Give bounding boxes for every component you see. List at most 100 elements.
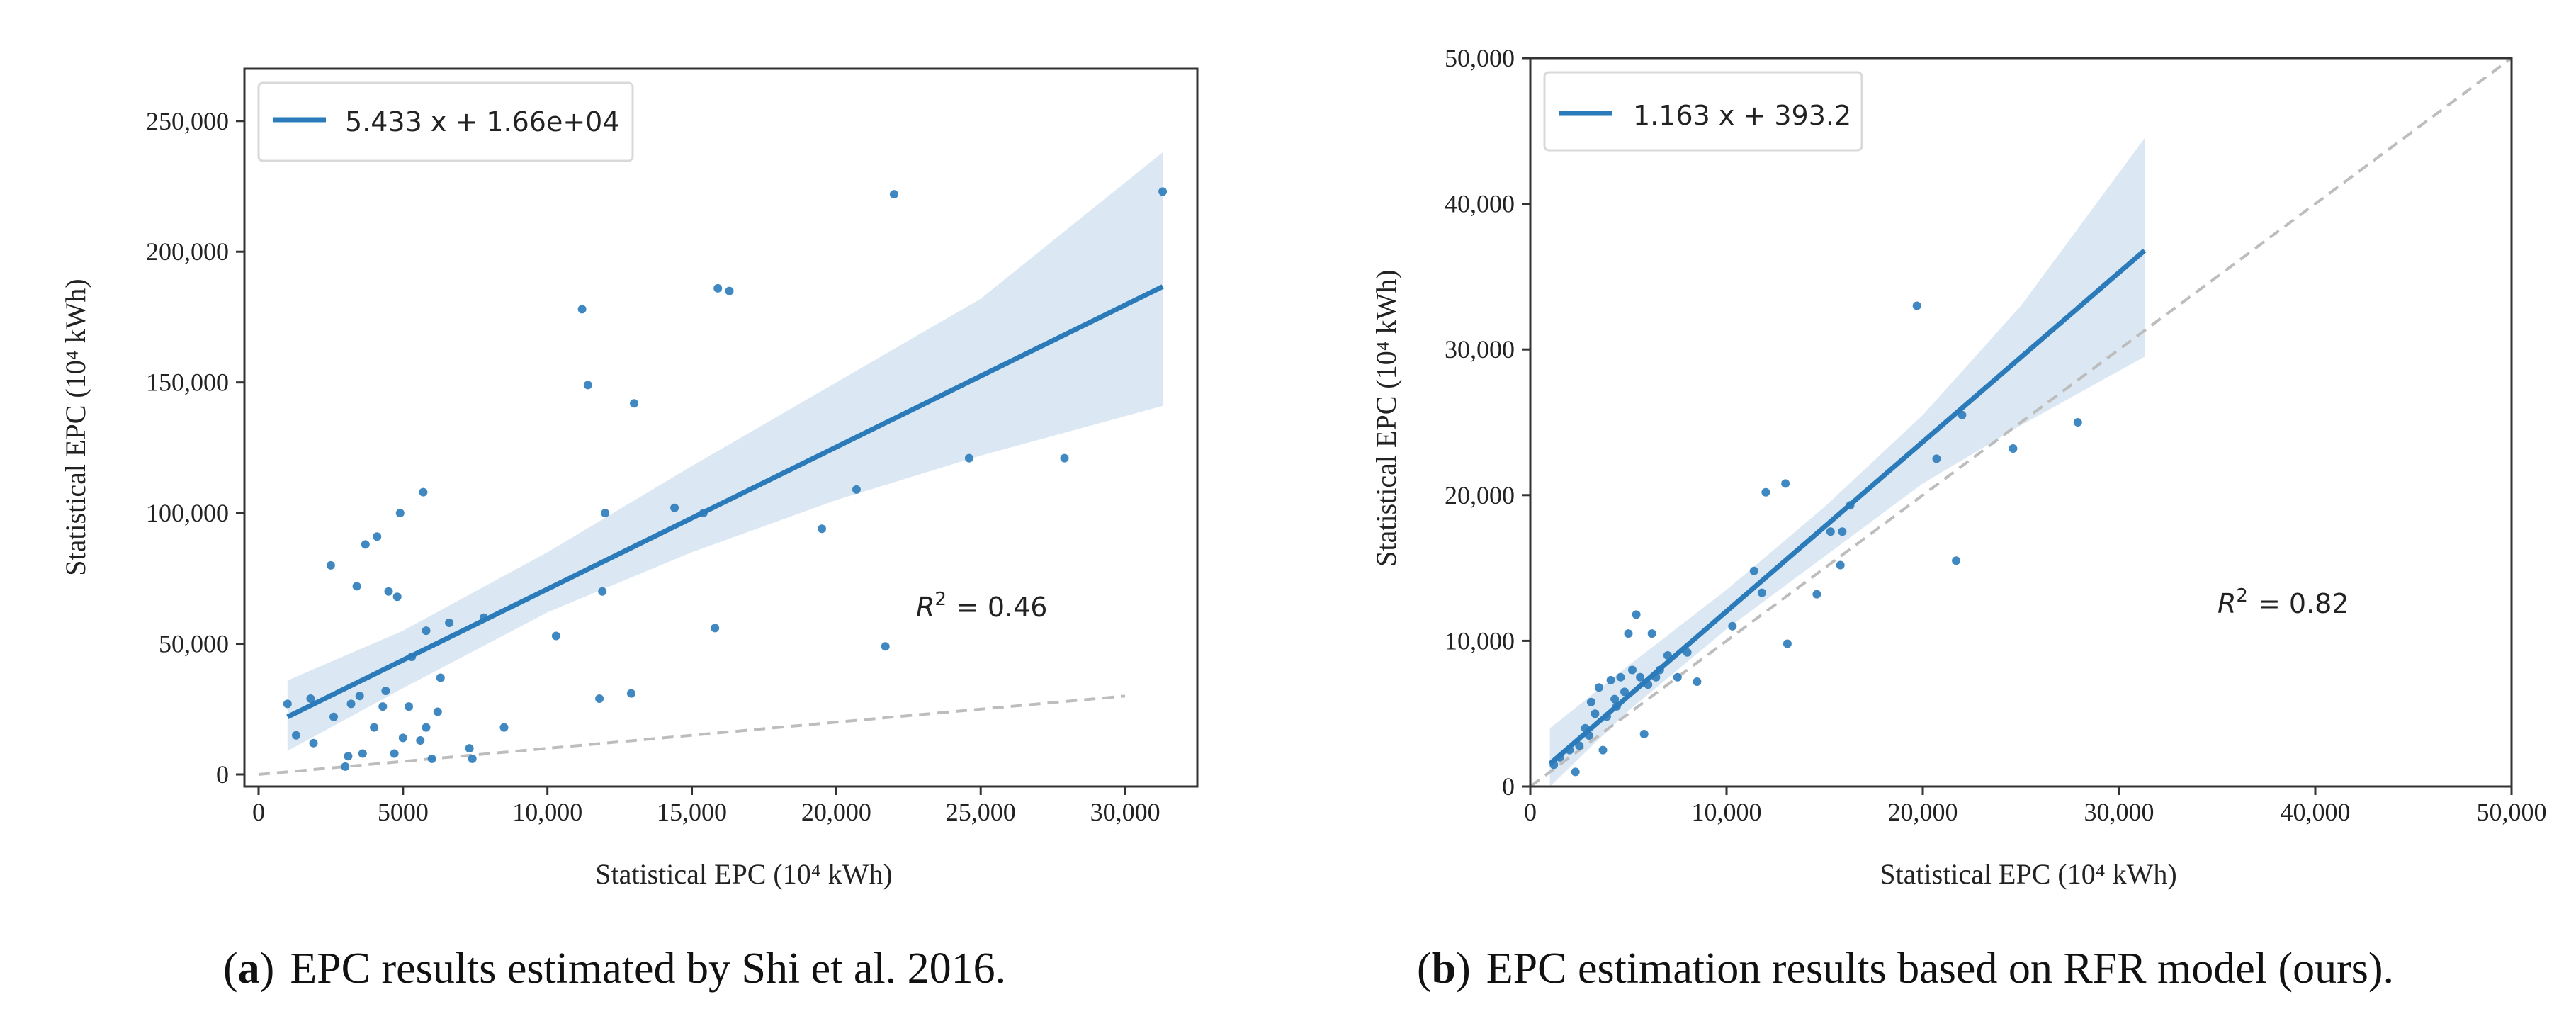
panel-a-y-tick-label: 150,000 [146, 368, 229, 397]
panel-a-legend-label: 5.433 x + 1.66e+04 [345, 106, 620, 137]
panel-b-plot-frame [1529, 57, 2513, 788]
panel-b-x-axis-title: Statistical EPC (10⁴ kWh) [1880, 858, 2176, 890]
panel-a-x-ticks: 0 5000 10,000 15,000 20,000 25,000 30,000 [252, 787, 1160, 826]
panel-a-point [422, 626, 431, 636]
panel-a-point [346, 699, 356, 709]
panel-b-point [1757, 588, 1766, 597]
panel-a-point [1060, 453, 1069, 463]
panel-a-point [352, 582, 361, 591]
panel-a-point [1158, 187, 1168, 196]
panel-a-x-tick-label: 5000 [378, 798, 429, 826]
panel-b-legend-box [1543, 71, 1863, 152]
panel-a-x-tick-label: 0 [252, 798, 265, 826]
panel-a-point [326, 560, 335, 570]
panel-a-identity-line [258, 694, 1126, 776]
panel-b-legend-label: 1.163 x + 393.2 [1633, 100, 1851, 131]
panel-a-point [378, 702, 388, 711]
panel-a-point [577, 305, 587, 314]
panel-b-point [1838, 527, 1847, 536]
panel-a-regression-line [286, 284, 1164, 719]
panel-a-point [725, 286, 734, 295]
panel-a-point [384, 587, 393, 596]
panel-a-x-tick-label: 25,000 [946, 798, 1016, 826]
panel-b-point [1616, 672, 1625, 682]
panel-b-point [1571, 767, 1580, 777]
panel-a-point [852, 485, 861, 494]
panel-a-r2-symbol: R [916, 592, 934, 623]
panel-a-point [468, 754, 477, 763]
panel-b-r2-annotation: R2 = 0.82 [2218, 585, 2349, 619]
panel-a-x-tick-label: 15,000 [657, 798, 727, 826]
panel-a-x-tick-label: 30,000 [1090, 798, 1160, 826]
panel-a-r2-value: = 0.46 [956, 592, 1048, 623]
panel-b-ci-band-layer [1549, 138, 2145, 787]
panel-a-point [499, 723, 509, 732]
panel-b-y-tick-label: 50,000 [1445, 44, 1515, 72]
panel-b-point [2009, 444, 2018, 453]
panel-b-confidence-band [1549, 138, 2145, 787]
panel-b-x-tick-label: 20,000 [1888, 798, 1958, 826]
panel-a-point [306, 694, 315, 703]
panel-b-point [1598, 745, 1608, 755]
panel-a-point [670, 503, 679, 512]
panel-b-x-tick-label: 50,000 [2477, 798, 2547, 826]
panel-a-point [445, 619, 454, 627]
panel-a-point [595, 694, 604, 703]
panel-b-regression-line [1548, 248, 2147, 766]
panel-b-y-tick-label: 0 [1502, 772, 1515, 801]
panel-b-point [1636, 672, 1645, 682]
panel-a-point [381, 687, 390, 695]
panel-b-point [1761, 487, 1770, 497]
panel-a-point [419, 487, 428, 497]
panel-a-point [398, 733, 407, 743]
caption-b-text: EPC estimation results based on RFR mode… [1486, 945, 2394, 993]
panel-a-x-tick-label: 10,000 [512, 798, 582, 826]
panel-a-point [626, 689, 635, 698]
panel-b-identity-line [1529, 57, 2513, 788]
panel-b-x-tick-label: 10,000 [1692, 798, 1762, 826]
panel-a-point [370, 723, 379, 732]
panel-a-point [433, 707, 442, 716]
panel-a-point [355, 692, 364, 701]
panel-b-point [1647, 629, 1656, 638]
panel-a-plot-frame [243, 67, 1199, 788]
panel-a-y-tick-label: 0 [216, 760, 229, 789]
panel-a-chart: 0 5000 10,000 15,000 20,000 25,000 30,000 0 50,… [60, 67, 1199, 890]
panel-b-x-tick-label: 40,000 [2281, 798, 2351, 826]
panel-b-r2-symbol: R [2218, 588, 2236, 619]
panel-a-point [344, 752, 353, 761]
panel-a-y-tick-label: 100,000 [146, 499, 229, 527]
panel-b-point [1591, 709, 1600, 718]
panel-b-y-tick-label: 40,000 [1445, 190, 1515, 218]
panel-b-y-tick-label: 20,000 [1445, 481, 1515, 509]
panel-b-point [1639, 730, 1649, 738]
panel-b-point [1912, 301, 1921, 310]
panel-b-point [1606, 675, 1615, 684]
panel-a-y-tick-label: 250,000 [146, 107, 229, 135]
panel-a-confidence-band [287, 152, 1163, 751]
panel-b-legend: 1.163 x + 393.2 [1543, 71, 1863, 152]
panel-a-point [292, 731, 300, 740]
panel-b-point [2073, 418, 2082, 427]
panel-a-x-tick-label: 20,000 [801, 798, 871, 826]
panel-a-point [373, 532, 382, 541]
panel-b-point [1812, 590, 1821, 599]
panel-b-x-ticks: 0 10,000 20,000 30,000 40,000 50,000 [1524, 787, 2547, 826]
panel-a-r2-superscript: 2 [934, 589, 947, 610]
panel-a-point [341, 762, 350, 771]
panel-a-point [964, 453, 973, 463]
panel-b-point [1620, 687, 1629, 697]
panel-a-point [405, 702, 413, 711]
panel-a-point [283, 699, 292, 709]
panel-a-r2-annotation: R2 = 0.46 [916, 589, 1047, 623]
panel-b-point [1781, 479, 1790, 488]
panel-b-y-axis-title: Statistical EPC (10⁴ kWh) [1370, 269, 1402, 566]
panel-a-point [422, 723, 431, 732]
panel-a-point [465, 744, 474, 753]
panel-b-point [1932, 454, 1941, 463]
panel-b-point [1628, 665, 1637, 675]
caption-a: (a) EPC results estimated by Shi et al. 2… [223, 945, 1006, 993]
panel-a-point [436, 673, 445, 682]
panel-b-r2-superscript: 2 [2236, 585, 2248, 607]
